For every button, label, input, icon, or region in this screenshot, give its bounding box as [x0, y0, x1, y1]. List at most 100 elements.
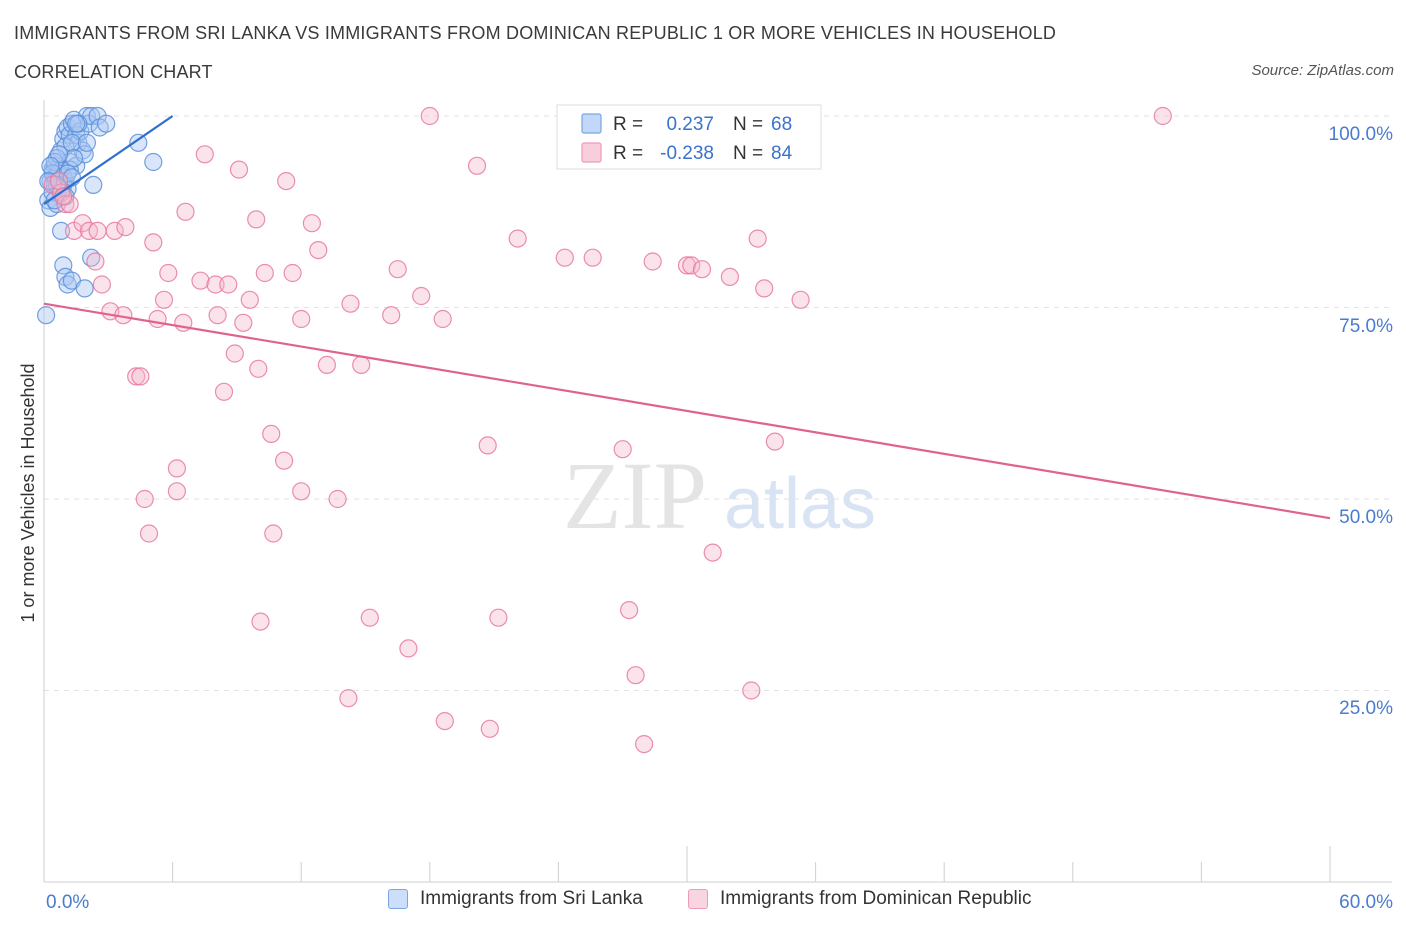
data-point: [626, 666, 645, 685]
data-point: [341, 294, 360, 313]
data-point: [67, 114, 86, 133]
data-point: [613, 440, 632, 459]
data-point: [435, 711, 454, 731]
chart-title: IMMIGRANTS FROM SRI LANKA VS IMMIGRANTS …: [14, 22, 1056, 83]
legend-item-dominican-republic: Immigrants from Dominican Republic: [688, 888, 1032, 910]
data-point: [206, 275, 225, 294]
tick-labels: 100.0% 75.0% 50.0% 25.0% 0.0% 60.0%: [46, 124, 1393, 913]
data-point: [275, 451, 294, 470]
data-point: [748, 229, 767, 248]
data-point: [240, 290, 259, 309]
data-point: [339, 689, 358, 708]
legend-label-sri-lanka: Immigrants from Sri Lanka: [420, 888, 643, 909]
data-point: [283, 263, 302, 283]
trend-line-sri-lanka: [43, 115, 174, 205]
data-point: [703, 543, 722, 562]
data-point: [148, 309, 167, 329]
data-point: [251, 612, 270, 631]
data-point: [49, 172, 69, 191]
data-point: [292, 482, 311, 501]
data-point: [36, 306, 56, 325]
data-point: [682, 256, 701, 275]
data-point: [54, 256, 73, 275]
data-point: [77, 133, 97, 152]
data-point: [144, 233, 163, 252]
data-point: [555, 248, 574, 267]
data-point: [382, 306, 401, 325]
data-point: [195, 145, 214, 164]
data-point: [399, 639, 418, 658]
legend-label-dominican-republic: Immigrants from Dominican Republic: [720, 888, 1032, 909]
legend-swatch-sri-lanka: [388, 889, 408, 909]
x-tick-label: 60.0%: [1339, 892, 1393, 913]
y-tick-label: 50.0%: [1339, 507, 1393, 528]
data-point: [467, 156, 487, 175]
data-point: [262, 424, 281, 443]
y-tick-label: 100.0%: [1329, 124, 1394, 145]
stats-r-label: R =: [613, 143, 643, 164]
data-point: [75, 145, 94, 164]
data-point: [412, 286, 431, 306]
data-point: [144, 152, 163, 172]
watermark-atlas: atlas: [724, 464, 876, 544]
data-point: [214, 382, 234, 401]
y-tick-label: 75.0%: [1339, 316, 1393, 337]
data-point: [489, 608, 508, 627]
data-point: [208, 306, 227, 325]
data-point: [159, 263, 178, 283]
chart-subtitle: CORRELATION CHART: [14, 62, 213, 82]
data-point: [328, 489, 347, 509]
data-point: [191, 271, 210, 290]
stats-legend-swatch: [581, 113, 602, 134]
data-point: [154, 290, 174, 309]
series-legend: Immigrants from Sri Lanka Immigrants fro…: [0, 888, 1406, 918]
watermark: ZIP atlas: [563, 442, 876, 549]
data-point: [619, 600, 639, 620]
x-tick-label: 0.0%: [46, 892, 89, 913]
data-point: [755, 279, 774, 298]
data-point: [634, 734, 654, 754]
data-point: [255, 263, 274, 283]
data-point: [135, 489, 154, 509]
series-dominican-republic-points: [43, 106, 1172, 754]
stats-r-value: 0.237: [666, 114, 714, 135]
data-point: [692, 260, 712, 279]
y-axis-label: 1 or more Vehicles in Household: [18, 363, 38, 622]
data-point: [388, 260, 407, 279]
data-point: [129, 133, 148, 152]
stats-legend: R = 0.237 N = 68 R = -0.238 N = 84: [556, 104, 822, 170]
data-point: [643, 252, 662, 271]
data-point: [791, 290, 810, 309]
data-point: [234, 313, 253, 332]
data-point: [75, 279, 94, 298]
data-point: [360, 608, 379, 627]
watermark-zip: ZIP: [563, 442, 707, 549]
data-point: [229, 160, 249, 179]
data-point: [302, 214, 321, 233]
legend-swatch-dominican-republic: [688, 889, 708, 909]
stats-n-label: N =: [733, 114, 763, 135]
chart-title-main: IMMIGRANTS FROM SRI LANKA VS IMMIGRANTS …: [14, 23, 1057, 43]
stats-n-value: 68: [771, 114, 792, 135]
data-point: [92, 275, 112, 294]
data-point: [84, 175, 103, 194]
data-point: [62, 133, 82, 152]
data-point: [480, 719, 499, 738]
data-point: [317, 355, 336, 374]
trend-lines: [43, 115, 1331, 520]
stats-r-label: R =: [613, 114, 643, 135]
data-point: [742, 681, 761, 700]
data-point: [139, 524, 159, 543]
data-point: [131, 367, 150, 386]
data-point: [116, 218, 135, 237]
data-point: [105, 221, 124, 240]
data-point: [97, 114, 116, 133]
stats-n-label: N =: [733, 143, 763, 164]
data-point: [720, 267, 740, 286]
data-point: [127, 367, 146, 386]
data-point: [167, 482, 186, 501]
axes: [43, 100, 1392, 883]
stats-legend-swatch: [581, 142, 602, 163]
data-point: [765, 432, 785, 451]
